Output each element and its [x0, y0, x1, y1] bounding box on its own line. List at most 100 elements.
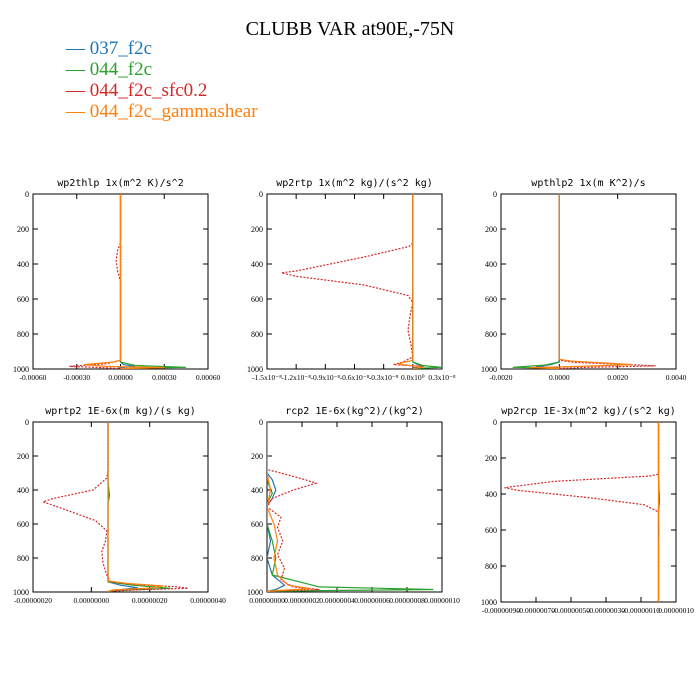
y-tick-label: 0	[493, 190, 497, 199]
chart-title: wprtp2 1E-6x(m kg)/(s kg)	[45, 406, 196, 417]
x-tick-label: 0.00000040	[190, 596, 226, 605]
y-tick-label: 600	[485, 526, 497, 535]
y-tick-label: 0	[493, 418, 497, 427]
x-tick-label: 0.0020	[607, 373, 628, 382]
x-tick-label: 0.00030	[152, 373, 177, 382]
x-tick-label: -0.9x10⁻⁸	[310, 373, 340, 382]
y-tick-label: 200	[251, 452, 263, 461]
y-tick-label: 400	[17, 486, 29, 495]
y-tick-label: 400	[485, 260, 497, 269]
y-tick-label: 800	[17, 554, 29, 563]
x-tick-label: -1.2x10⁻⁸	[281, 373, 311, 382]
x-tick-label: -0.00000070	[517, 606, 555, 615]
x-tick-label: 0.00000000	[249, 596, 285, 605]
legend-item: — 044_f2c	[66, 59, 258, 80]
x-tick-label: -0.00000090	[482, 606, 520, 615]
series-line	[267, 422, 286, 592]
y-tick-label: 800	[251, 554, 263, 563]
series-line	[398, 194, 423, 369]
x-tick-label: 0.0000	[549, 373, 570, 382]
y-tick-label: 600	[17, 295, 29, 304]
series-line	[41, 422, 189, 592]
legend-label: 044_f2c_sfc0.2	[89, 80, 208, 101]
chart-panel: wp2rcp 1E-3x(m^2 kg)/(s^2 kg) 0 200 400 600 8…	[481, 406, 694, 615]
legend-label: 044_f2c_gammashear	[89, 101, 258, 122]
y-tick-label: 400	[17, 260, 29, 269]
legend-swatch: —	[66, 59, 90, 80]
series-line	[107, 422, 164, 592]
series-line	[412, 194, 442, 369]
chart-title: rcp2 1E-6x(kg^2)/(kg^2)	[285, 406, 423, 417]
x-tick-label: -0.0020	[489, 373, 512, 382]
chart-title: wp2rcp 1E-3x(m^2 kg)/(s^2 kg)	[501, 406, 676, 417]
y-tick-label: 800	[17, 330, 29, 339]
plot-frame	[500, 421, 677, 603]
x-tick-label: 0.00000004	[319, 596, 355, 605]
x-tick-label: 0.00000	[108, 373, 133, 382]
legend-label: 044_f2c	[89, 59, 153, 80]
y-tick-label: 0	[25, 418, 29, 427]
y-tick-label: 1000	[481, 598, 497, 607]
series-line	[512, 194, 560, 369]
legend-swatch: —	[66, 80, 90, 101]
plot-frame	[500, 193, 677, 370]
x-tick-label: -0.00000020	[14, 596, 52, 605]
y-tick-label: 200	[17, 225, 29, 234]
y-tick-label: 1000	[247, 588, 263, 597]
plot-frame	[266, 193, 443, 370]
y-tick-label: 800	[251, 330, 263, 339]
x-tick-label: -1.5x10⁻⁸	[252, 373, 282, 382]
chart-panel: wprtp2 1E-6x(m kg)/(s kg) 0 200 400 600 800 10…	[13, 406, 226, 605]
x-tick-label: 0.00000008	[389, 596, 425, 605]
y-tick-label: 600	[17, 520, 29, 529]
chart-title: wp2thlp 1x(m^2 K)/s^2	[57, 178, 183, 189]
y-tick-label: 1000	[481, 365, 497, 374]
x-tick-label: -0.3x10⁻⁸	[369, 373, 399, 382]
chart-title: wpthlp2 1x(m K^2)/s	[531, 178, 645, 189]
x-tick-label: 0.00060	[196, 373, 221, 382]
x-tick-label: -0.00030	[63, 373, 90, 382]
x-tick-label: 0.00000010	[424, 596, 460, 605]
legend-item: — 044_f2c_sfc0.2	[66, 80, 258, 101]
series-line	[267, 422, 311, 592]
x-tick-label: -0.00060	[20, 373, 47, 382]
series-line	[530, 194, 633, 369]
legend-swatch: —	[66, 38, 90, 59]
y-tick-label: 1000	[247, 365, 263, 374]
x-tick-label: 0.0x10⁰	[401, 373, 425, 382]
y-tick-label: 400	[251, 260, 263, 269]
legend: — 037_f2c — 044_f2c — 044_f2c_sfc0.2 — 0…	[66, 38, 258, 122]
series-line	[267, 422, 320, 592]
series-line	[69, 194, 122, 369]
x-tick-label: 0.00000020	[132, 596, 168, 605]
x-tick-label: 0.3x10⁻⁸	[428, 373, 456, 382]
series-line	[281, 194, 423, 369]
x-tick-label: -0.6x10⁻⁸	[340, 373, 370, 382]
y-tick-label: 600	[251, 520, 263, 529]
chart-panel: rcp2 1E-6x(kg^2)/(kg^2) 0 200 400 600 800 1000…	[247, 406, 460, 605]
y-tick-label: 600	[251, 295, 263, 304]
series-line	[535, 194, 560, 369]
chart-title: wp2rtp 1x(m^2 kg)/(s^2 kg)	[276, 178, 433, 189]
plot-frame	[266, 421, 443, 593]
x-tick-label: 0.0040	[666, 373, 687, 382]
chart-panel: wp2thlp 1x(m^2 K)/s^202004006008001000-0…	[13, 178, 220, 382]
legend-label: 037_f2c	[89, 38, 153, 59]
y-tick-label: 0	[259, 418, 263, 427]
chart-panel: wpthlp2 1x(m K^2)/s 0 200 400 600 800 1000-0.0…	[481, 178, 687, 382]
plot-frame	[32, 421, 209, 593]
x-tick-label: -0.00000010	[622, 606, 660, 615]
series-line	[504, 422, 660, 602]
x-tick-label: -0.00000030	[587, 606, 625, 615]
series-line	[412, 194, 425, 369]
y-tick-label: 800	[485, 330, 497, 339]
series-line	[558, 194, 656, 369]
x-tick-label: 0.00000000	[74, 596, 110, 605]
y-tick-label: 200	[251, 225, 263, 234]
chart-panel: wp2rtp 1x(m^2 kg)/(s^2 kg) 0 200 400 600 800 1…	[247, 178, 456, 382]
x-tick-label: 0.00000010	[658, 606, 694, 615]
y-tick-label: 200	[485, 225, 497, 234]
y-tick-label: 400	[485, 490, 497, 499]
series-line	[107, 422, 171, 592]
